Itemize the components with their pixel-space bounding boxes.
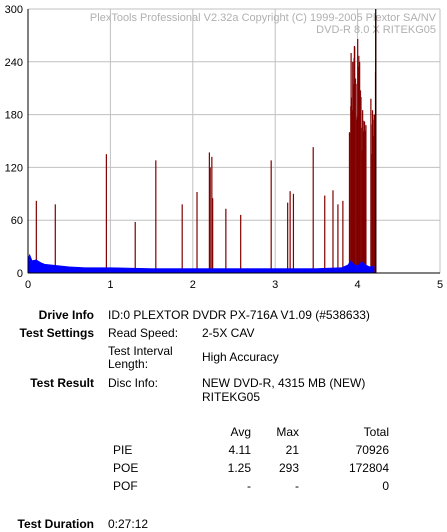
poe-bar xyxy=(134,221,136,273)
poe-bar xyxy=(181,204,183,273)
poe-bar xyxy=(225,208,227,273)
poe-dense-bar xyxy=(370,124,372,273)
disc-info-value-line2: RITEKG05 xyxy=(202,390,261,404)
pie-row-avg: 4.11 xyxy=(228,443,251,457)
poe-bar xyxy=(155,160,157,273)
poe-row-name: POE xyxy=(113,461,139,475)
poe-dense-bar xyxy=(362,131,364,273)
poe-dense-bar xyxy=(355,78,357,273)
x-tick-label: 4 xyxy=(355,279,361,291)
poe-bar xyxy=(35,200,37,273)
interval-label-line2: Length: xyxy=(108,357,149,371)
poe-dense-bar xyxy=(373,119,375,273)
test-duration-value: 0:27:12 xyxy=(108,517,149,531)
poe-row-max: 293 xyxy=(278,461,299,475)
y-tick-label: 300 xyxy=(5,4,23,16)
poe-bar xyxy=(342,200,344,273)
poe-bar xyxy=(287,202,289,273)
poe-bar xyxy=(292,193,295,273)
pof-row-name: POF xyxy=(113,479,138,493)
pof-row-avg: - xyxy=(247,479,251,493)
y-tick-label: 120 xyxy=(5,162,23,174)
poe-dense-bar xyxy=(356,116,358,273)
x-tick-label: 3 xyxy=(272,279,278,291)
test-result-label: Test Result xyxy=(30,376,94,390)
interval-label-line1: Test Interval xyxy=(108,344,173,358)
poe-bar xyxy=(312,147,314,273)
poe-dense-bar xyxy=(359,62,361,273)
read-speed-label: Read Speed: xyxy=(108,326,179,340)
watermark-line: PlexTools Professional V2.32a Copyright … xyxy=(90,12,437,24)
poe-bar xyxy=(270,160,272,273)
y-tick-label: 240 xyxy=(5,57,23,69)
poe-dense-bar xyxy=(371,154,373,273)
poe-dense-bar xyxy=(357,66,359,273)
pof-row-max: - xyxy=(295,479,299,493)
poe-dense-bar xyxy=(352,84,354,273)
poe-dense-bar xyxy=(351,110,353,273)
pie-row-max: 21 xyxy=(285,443,299,457)
chart-axes xyxy=(27,9,440,274)
poe-bar xyxy=(289,191,291,273)
interval-value: High Accuracy xyxy=(202,350,279,364)
poe-dense-bar xyxy=(354,46,356,274)
poe-dense-bar xyxy=(358,55,360,273)
disc-info-label: Disc Info: xyxy=(108,376,159,390)
poe-bar xyxy=(196,192,198,273)
chart-grid xyxy=(27,8,441,274)
pof-row-total: 0 xyxy=(382,479,389,493)
poe-dense-bar xyxy=(372,135,374,273)
poe-bar xyxy=(324,195,326,273)
drive-info-label: Drive Info xyxy=(38,308,94,322)
disc-info-value-line1: NEW DVD-R, 4315 MB (NEW) xyxy=(202,376,366,390)
poe-dense-bar xyxy=(361,150,363,273)
poe-dense-bar xyxy=(363,120,365,274)
poe-bar xyxy=(212,198,214,273)
poe-dense-bar xyxy=(351,97,353,274)
y-tick-label: 180 xyxy=(5,110,23,122)
poe-dense-bar xyxy=(365,130,367,273)
poe-bar xyxy=(209,167,211,273)
max-header: Max xyxy=(276,425,299,439)
pie-area xyxy=(27,253,375,274)
poe-dense-bar xyxy=(374,114,376,273)
poe-dense-bar xyxy=(364,121,366,273)
poe-dense-bar xyxy=(360,127,362,273)
y-tick-label: 0 xyxy=(17,268,23,280)
poe-bar xyxy=(208,152,210,273)
chart-watermark: PlexTools Professional V2.32a Copyright … xyxy=(90,12,437,36)
pie-series xyxy=(27,253,375,274)
test-duration-label: Test Duration xyxy=(17,517,94,531)
avg-header: Avg xyxy=(230,425,251,439)
poe-row-total: 172804 xyxy=(348,461,389,475)
x-tick-label: 0 xyxy=(25,279,31,291)
poe-bar xyxy=(211,156,213,273)
total-header: Total xyxy=(363,425,389,439)
drive-info-value: ID:0 PLEXTOR DVDR PX-716A V1.09 (#538633… xyxy=(108,308,370,322)
test-settings-label: Test Settings xyxy=(19,326,94,340)
x-tick-label: 5 xyxy=(437,279,443,291)
poe-series xyxy=(35,15,377,274)
poe-bar xyxy=(105,154,107,273)
poe-bar xyxy=(332,190,334,273)
y-tick-label: 60 xyxy=(11,215,23,227)
error-chart: PlexTools Professional V2.32a Copyright … xyxy=(5,4,443,291)
pie-row-name: PIE xyxy=(113,443,133,457)
poe-bar xyxy=(240,214,242,273)
x-tick-label: 2 xyxy=(190,279,196,291)
x-tick-label: 1 xyxy=(107,279,113,291)
poe-bar xyxy=(337,204,339,273)
poe-dense-bar xyxy=(360,90,362,273)
poe-bar xyxy=(54,204,56,273)
poe-dense-bar xyxy=(350,106,352,273)
read-speed-value: 2-5X CAV xyxy=(202,326,255,340)
tick-labels: 0 60 120 180 240 300 0 1 2 3 4 5 xyxy=(5,4,443,291)
poe-dense-bar xyxy=(355,119,357,273)
poe-dense-bar xyxy=(349,133,351,273)
pie-row-total: 70926 xyxy=(355,443,389,457)
poe-dense-bar xyxy=(353,57,355,274)
poe-row-avg: 1.25 xyxy=(227,461,251,475)
